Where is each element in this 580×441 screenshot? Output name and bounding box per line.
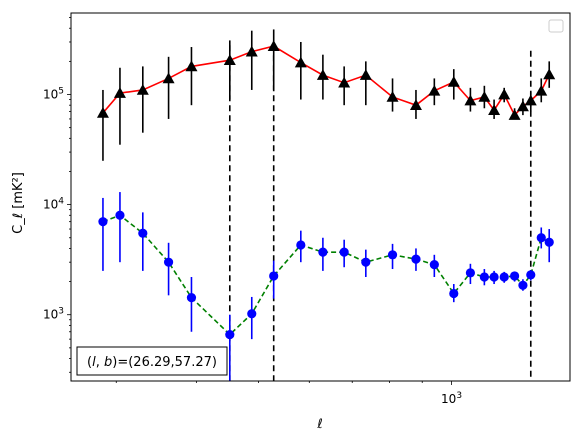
plot-frame (70, 12, 571, 382)
point-1-22 (516, 100, 529, 112)
point-1-8 (267, 40, 280, 51)
point-2-18 (479, 272, 489, 282)
point-1-3 (136, 83, 149, 95)
ytick-label-10000: 104 (43, 197, 64, 212)
annotation-b: b (104, 355, 112, 370)
point-1-19 (488, 104, 501, 116)
point-1-24 (535, 84, 548, 96)
point-2-1 (98, 217, 108, 227)
series-1-markers (96, 40, 556, 120)
point-2-6 (225, 329, 235, 340)
point-1-4 (162, 72, 175, 84)
data-series (96, 29, 556, 381)
series-1 (96, 29, 556, 161)
point-2-5 (186, 293, 197, 303)
point-2-16 (449, 288, 459, 299)
point-1-12 (359, 69, 372, 80)
point-1-1 (96, 106, 109, 118)
ytick-label-100000-base: 10 (43, 88, 58, 102)
ytick-label-100000-exponent: 5 (58, 87, 64, 97)
point-2-23 (526, 270, 536, 280)
point-1-9 (294, 56, 307, 68)
point-2-9 (296, 240, 306, 250)
point-1-25 (543, 68, 556, 80)
point-2-2 (115, 210, 125, 220)
ytick-label-1000: 103 (43, 307, 64, 322)
point-1-10 (316, 69, 329, 80)
series-2-markers (98, 210, 554, 340)
point-1-21 (508, 109, 521, 120)
y-axis-label: C_ℓ [mK²] (11, 172, 26, 234)
point-1-17 (464, 94, 477, 106)
xtick-label-1000: 103 (441, 391, 462, 406)
point-2-21 (509, 271, 520, 281)
point-2-8 (269, 271, 279, 281)
x-axis-label: ℓ (316, 417, 322, 432)
annotation-l: l (92, 355, 96, 370)
point-2-15 (429, 260, 439, 270)
point-2-22 (518, 280, 528, 290)
annotation-value: =(26.29,57.27) (117, 355, 217, 370)
point-1-18 (478, 90, 491, 102)
point-1-23 (524, 94, 537, 106)
point-1-7 (245, 45, 258, 57)
point-2-4 (163, 257, 174, 267)
point-2-20 (499, 272, 509, 282)
annotation-text: (l, b)=(26.29,57.27) (87, 355, 217, 370)
ytick-label-1000-exponent: 3 (58, 307, 64, 317)
legend-box (548, 19, 564, 33)
point-1-6 (223, 54, 236, 65)
point-2-12 (361, 257, 371, 267)
ytick-label-100000: 105 (43, 87, 64, 102)
point-1-2 (113, 87, 126, 98)
series-2 (98, 192, 554, 381)
annotation-box: (l, b)=(26.29,57.27) (76, 346, 228, 376)
ytick-label-10000-base: 10 (43, 198, 58, 212)
point-2-13 (387, 250, 398, 260)
point-1-13 (386, 90, 399, 102)
series-1-errorbars (102, 29, 551, 161)
point-2-14 (411, 254, 421, 264)
point-2-11 (339, 247, 349, 257)
point-2-19 (489, 272, 499, 282)
point-1-11 (338, 76, 351, 88)
point-2-10 (318, 247, 328, 257)
ytick-label-1000-base: 10 (43, 308, 58, 322)
point-1-5 (185, 60, 198, 72)
point-2-17 (465, 268, 476, 278)
xtick-label-1000-exponent: 3 (456, 391, 462, 401)
point-1-20 (498, 88, 511, 100)
point-1-16 (447, 75, 460, 87)
ytick-label-10000-exponent: 4 (58, 197, 64, 207)
point-1-15 (428, 84, 441, 96)
xtick-label-1000-base: 10 (441, 392, 456, 406)
point-2-25 (544, 237, 554, 247)
point-2-3 (138, 228, 148, 238)
point-1-14 (409, 99, 422, 110)
point-2-7 (247, 309, 257, 319)
point-2-24 (536, 233, 546, 243)
